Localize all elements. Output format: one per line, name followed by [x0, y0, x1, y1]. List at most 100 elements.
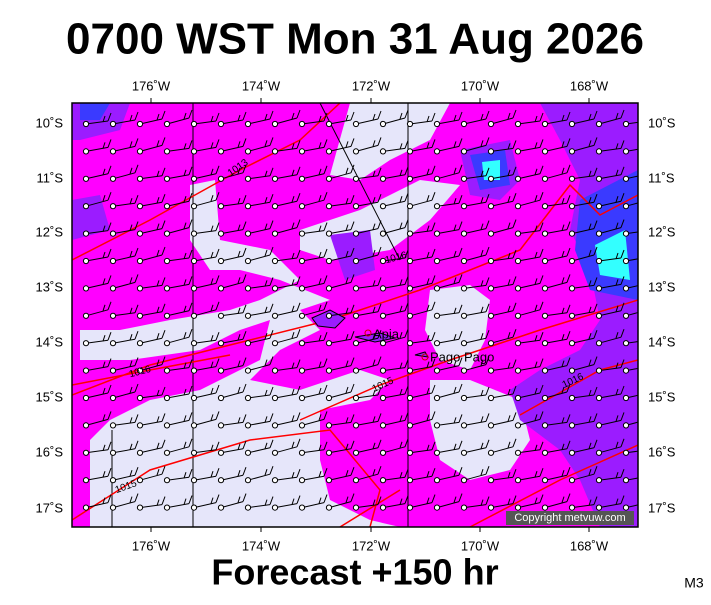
barb-station	[487, 120, 495, 128]
barb	[382, 476, 406, 481]
barb-flag	[399, 279, 403, 286]
barb	[193, 256, 217, 262]
barb-flag	[593, 167, 598, 176]
barb-flag	[323, 441, 328, 450]
barb-flag	[372, 197, 376, 204]
barb-station	[433, 367, 441, 374]
barb-station	[595, 312, 603, 319]
barb-flag	[620, 359, 625, 368]
barb	[85, 309, 109, 317]
barb	[220, 312, 244, 317]
barb	[571, 311, 595, 317]
barb	[220, 338, 244, 344]
barb-station	[271, 148, 279, 155]
barb	[463, 228, 487, 235]
barb-flag	[372, 499, 376, 506]
barb-flag	[458, 274, 463, 283]
barb-flag	[264, 469, 268, 476]
barb-flag	[215, 192, 220, 201]
barb-flag	[588, 442, 592, 449]
barb-flag	[404, 166, 409, 175]
barb-flag	[350, 440, 355, 449]
barb-station	[568, 367, 576, 374]
barb-flag	[485, 137, 490, 146]
barb-station	[163, 367, 171, 374]
barb-station	[622, 504, 630, 511]
barb-flag	[350, 111, 355, 121]
barb-flag	[431, 275, 436, 284]
barb-station	[460, 312, 468, 319]
barb-flag	[615, 169, 619, 176]
barb	[139, 447, 163, 454]
barb-flag	[539, 441, 544, 450]
barb-station	[406, 285, 414, 292]
barb-station	[487, 230, 495, 237]
barb-flag	[129, 334, 133, 341]
barb	[274, 336, 298, 344]
barb-flag	[134, 195, 139, 204]
barb	[598, 257, 622, 262]
barb	[382, 283, 406, 289]
barb-station	[352, 203, 360, 210]
barb-station	[271, 257, 279, 265]
barb-station	[622, 120, 630, 128]
barb-station	[325, 203, 333, 210]
barb-station	[622, 477, 630, 484]
barb-flag	[588, 333, 592, 340]
barb-flag	[588, 389, 592, 397]
barb-flag	[156, 416, 160, 423]
barb-station	[325, 312, 333, 319]
barb-flag	[242, 383, 247, 393]
barb-flag	[534, 361, 538, 368]
barb	[328, 172, 352, 180]
barb-flag	[431, 248, 436, 258]
barb-flag	[399, 332, 403, 339]
barb-flag	[264, 249, 268, 257]
barb-flag	[215, 468, 220, 477]
lat-label: 13˚S	[648, 279, 676, 294]
barb-flag	[215, 494, 220, 503]
barb-flag	[426, 361, 430, 368]
barb-station	[379, 340, 387, 347]
barb	[436, 119, 460, 125]
barb-flag	[323, 222, 328, 231]
barb	[490, 503, 514, 509]
barb-flag	[648, 302, 651, 310]
barb-flag	[318, 497, 322, 504]
barb-flag	[318, 414, 322, 421]
barb	[517, 418, 541, 426]
barb-flag	[561, 443, 565, 450]
barb-station	[190, 504, 198, 511]
barb	[517, 502, 541, 509]
barb-flag	[237, 470, 241, 477]
barb-flag	[377, 466, 382, 475]
barb-station	[541, 257, 549, 265]
barb-flag	[539, 468, 544, 477]
barb-flag	[345, 224, 349, 231]
barb	[274, 419, 298, 426]
barb-station	[433, 394, 441, 402]
barb-station	[487, 203, 495, 210]
barb-station	[190, 477, 198, 484]
barb-flag	[458, 331, 463, 340]
barb	[382, 367, 406, 372]
barb-flag	[507, 169, 511, 176]
barb-flag	[539, 384, 544, 394]
barb-station	[460, 367, 468, 374]
barb-station	[595, 175, 603, 182]
barb-flag	[615, 388, 619, 396]
barb	[544, 312, 568, 317]
barb-flag	[269, 466, 274, 475]
barb	[463, 175, 487, 180]
barb	[355, 284, 379, 289]
barb-flag	[588, 197, 592, 204]
barb	[409, 418, 433, 426]
barb-flag	[453, 470, 457, 477]
barb-station	[163, 257, 171, 265]
lon-label: 176˚W	[132, 78, 171, 93]
barb-station	[244, 203, 252, 210]
barb-station	[163, 285, 171, 292]
barb-flag	[426, 335, 430, 342]
barb-flag	[102, 115, 106, 123]
barb-station	[244, 367, 252, 374]
